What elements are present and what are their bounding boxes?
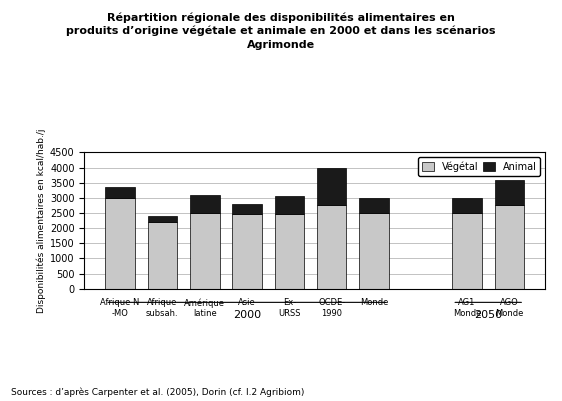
Bar [495, 205, 524, 289]
Bar [105, 187, 135, 198]
Bar [317, 205, 346, 289]
Text: Sources : d’après Carpenter et al. (2005), Dorin (cf. I.2 Agribiom): Sources : d’après Carpenter et al. (2005… [11, 387, 305, 397]
Bar [359, 213, 389, 289]
Bar [452, 213, 482, 289]
Bar [317, 168, 346, 205]
Bar [232, 204, 262, 215]
Legend: Végétal, Animal: Végétal, Animal [418, 157, 540, 176]
Bar [495, 180, 524, 205]
Bar [190, 195, 220, 213]
Bar [232, 215, 262, 289]
Text: 2000: 2000 [233, 310, 261, 320]
Bar [190, 213, 220, 289]
Bar [359, 198, 389, 213]
Bar [105, 198, 135, 289]
Bar [274, 196, 304, 215]
Bar [274, 215, 304, 289]
Bar [148, 222, 177, 289]
Bar [452, 198, 482, 213]
Y-axis label: Disponibilités alimentaires en kcal/hab./j: Disponibilités alimentaires en kcal/hab.… [36, 128, 46, 313]
Bar [148, 216, 177, 222]
Text: 2050: 2050 [474, 310, 502, 320]
Text: Répartition régionale des disponibilités alimentaires en
produits d’origine végé: Répartition régionale des disponibilités… [66, 12, 496, 50]
